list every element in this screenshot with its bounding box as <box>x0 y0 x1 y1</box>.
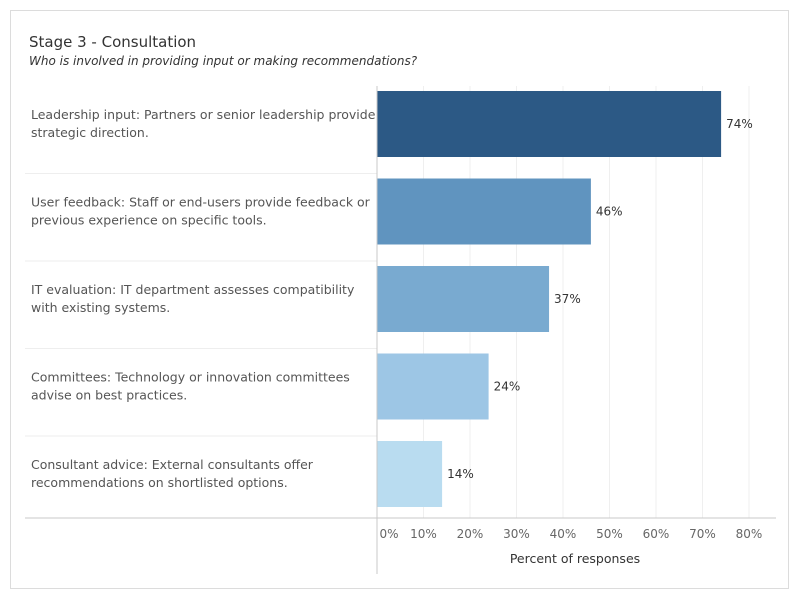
x-tick-label: 50% <box>596 527 623 541</box>
x-axis-title: Percent of responses <box>510 551 640 566</box>
data-label: 24% <box>494 380 521 394</box>
category-label: Leadership input: Partners or senior lea… <box>31 107 376 122</box>
x-tick-label: 70% <box>689 527 716 541</box>
category-label: strategic direction. <box>31 125 149 140</box>
category-label: advise on best practices. <box>31 388 187 403</box>
data-label: 74% <box>726 117 753 131</box>
category-label: Committees: Technology or innovation com… <box>31 370 350 385</box>
category-label: Consultant advice: External consultants … <box>31 457 314 472</box>
category-label: recommendations on shortlisted options. <box>31 475 288 490</box>
x-tick-label: 30% <box>503 527 530 541</box>
x-tick-label: 0% <box>379 527 398 541</box>
data-label: 46% <box>596 205 623 219</box>
chart-title: Stage 3 - Consultation <box>29 33 197 51</box>
chart-subtitle: Who is involved in providing input or ma… <box>29 54 418 68</box>
x-tick-label: 80% <box>736 527 763 541</box>
bar <box>377 441 443 507</box>
category-label: User feedback: Staff or end-users provid… <box>31 195 371 210</box>
data-label: 37% <box>554 292 581 306</box>
x-tick-label: 10% <box>410 527 437 541</box>
bar <box>377 91 722 157</box>
category-label: previous experience on specific tools. <box>31 213 267 228</box>
x-tick-label: 60% <box>643 527 670 541</box>
bar <box>377 266 550 332</box>
data-label: 14% <box>447 467 474 481</box>
x-tick-label: 40% <box>550 527 577 541</box>
category-label: with existing systems. <box>31 300 170 315</box>
bar <box>377 178 591 245</box>
x-tick-label: 20% <box>457 527 484 541</box>
bar <box>377 353 489 420</box>
category-label: IT evaluation: IT department assesses co… <box>31 282 355 297</box>
